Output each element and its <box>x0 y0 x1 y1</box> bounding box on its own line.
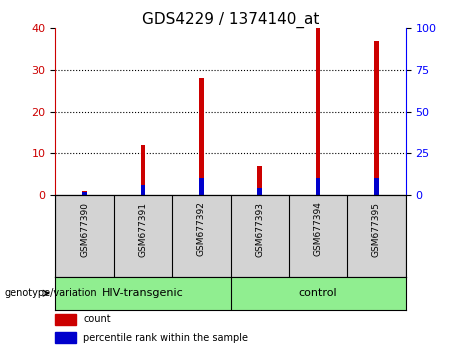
Text: GSM677395: GSM677395 <box>372 201 381 257</box>
Text: GSM677392: GSM677392 <box>197 201 206 256</box>
Bar <box>316 28 320 195</box>
Text: GSM677394: GSM677394 <box>313 201 323 256</box>
Bar <box>199 78 204 195</box>
Bar <box>141 185 145 195</box>
Title: GDS4229 / 1374140_at: GDS4229 / 1374140_at <box>142 12 319 28</box>
Text: percentile rank within the sample: percentile rank within the sample <box>83 333 248 343</box>
Text: genotype/variation: genotype/variation <box>5 288 97 298</box>
Bar <box>374 41 379 195</box>
Bar <box>257 188 262 195</box>
Text: control: control <box>299 288 337 298</box>
Text: GSM677393: GSM677393 <box>255 201 264 257</box>
Text: GSM677391: GSM677391 <box>138 201 148 257</box>
Bar <box>257 166 262 195</box>
Bar <box>55 332 77 343</box>
Bar <box>82 192 87 195</box>
Text: GSM677390: GSM677390 <box>80 201 89 257</box>
Bar <box>82 191 87 195</box>
Bar <box>199 178 204 195</box>
Bar <box>374 178 379 195</box>
Text: HIV-transgenic: HIV-transgenic <box>102 288 184 298</box>
Bar <box>55 314 77 325</box>
Bar <box>141 145 145 195</box>
Text: count: count <box>83 314 111 324</box>
Bar <box>316 178 320 195</box>
